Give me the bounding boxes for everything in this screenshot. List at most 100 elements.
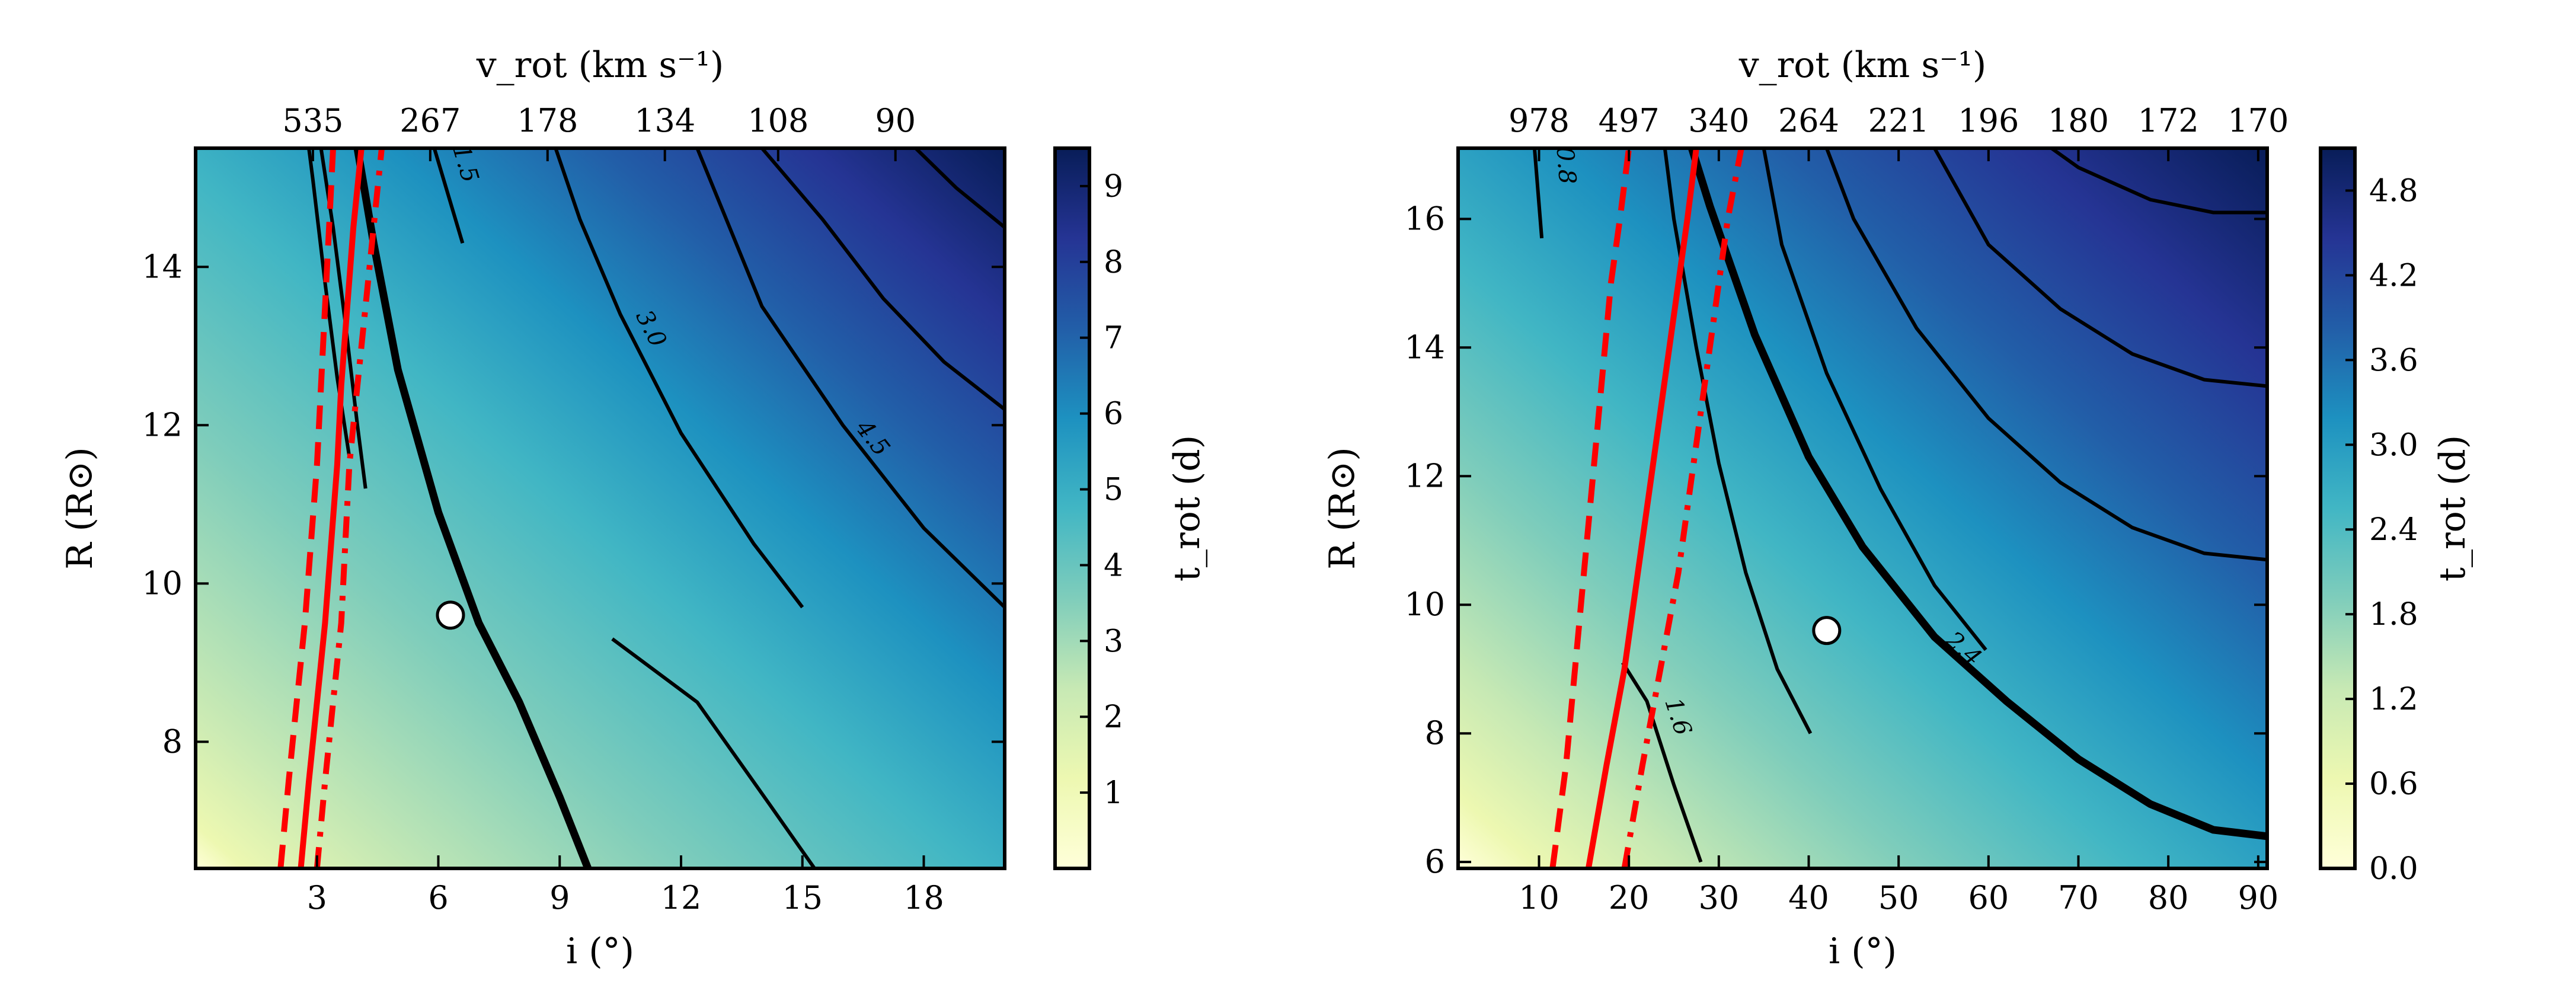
contour-line bbox=[2050, 148, 2267, 215]
colorbar-tick-label: 4.2 bbox=[2369, 258, 2418, 293]
colorbar-label: t_rot (d) bbox=[2432, 435, 2473, 582]
top-tick-label: 264 bbox=[1778, 102, 1839, 139]
contour-line bbox=[1824, 148, 2267, 562]
x-tick-label: 10 bbox=[1519, 879, 1559, 916]
x-tick-label: 90 bbox=[2238, 879, 2278, 916]
reference-point-marker bbox=[1812, 616, 1842, 646]
constraint-line-dashed bbox=[277, 148, 336, 868]
top-tick-label: 267 bbox=[399, 102, 461, 139]
top-tick-label: 340 bbox=[1688, 102, 1749, 139]
y-tick-label: 10 bbox=[142, 564, 183, 602]
colorbar-tick-label: 2 bbox=[1104, 699, 1123, 735]
y-axis-label: R (R⊙) bbox=[1322, 447, 1363, 570]
colorbar-tick-label: 0.0 bbox=[2369, 851, 2418, 887]
y-tick-label: 12 bbox=[1404, 457, 1445, 494]
x-tick-label: 40 bbox=[1788, 879, 1829, 916]
colorbar-tick-label: 3.6 bbox=[2369, 343, 2418, 378]
colorbar-tick-label: 1.8 bbox=[2369, 597, 2418, 632]
top-tick-label: 90 bbox=[875, 102, 916, 139]
y-axis-label: R (R⊙) bbox=[59, 447, 101, 570]
y-tick-label: 8 bbox=[1425, 714, 1445, 752]
colorbar-tick-label: 4 bbox=[1104, 548, 1123, 583]
reference-point-marker bbox=[436, 600, 465, 630]
contour-line bbox=[760, 148, 1005, 411]
constraint-line-dashdot bbox=[1621, 148, 1744, 868]
colorbar-tick-label: 3.0 bbox=[2369, 427, 2418, 463]
y-tick-label: 16 bbox=[1404, 200, 1445, 237]
contour-line bbox=[1688, 148, 2267, 841]
constraint-line-solid bbox=[298, 148, 365, 868]
top-tick-label: 221 bbox=[1868, 102, 1929, 139]
top-tick-label: 134 bbox=[634, 102, 695, 139]
contour-line bbox=[1933, 148, 2267, 388]
y-tick-label: 10 bbox=[1404, 586, 1445, 623]
contour-line bbox=[1532, 148, 1544, 239]
colorbar-tick-label: 4.8 bbox=[2369, 173, 2418, 209]
contour-line bbox=[611, 637, 816, 868]
panel-right: 0.81.62.4 10 20 30 40 50 60 70 80 90 6 8 10 12 14 16 978… bbox=[1322, 44, 2473, 972]
x-tick-label: 15 bbox=[782, 879, 823, 916]
colorbar-tick-label: 7 bbox=[1104, 321, 1123, 356]
x-tick-label: 50 bbox=[1878, 879, 1919, 916]
top-tick-label: 196 bbox=[1958, 102, 2019, 139]
heatmap-field bbox=[1458, 148, 2267, 868]
colorbar-tick-label: 1.2 bbox=[2369, 682, 2418, 717]
colorbar-tick-label: 5 bbox=[1104, 472, 1123, 508]
y-tick-label: 8 bbox=[162, 723, 183, 760]
contour-line bbox=[1621, 662, 1703, 863]
x-tick-label: 70 bbox=[2058, 879, 2099, 916]
top-tick-label: 978 bbox=[1508, 102, 1570, 139]
contour-line bbox=[353, 148, 592, 868]
contour-line bbox=[1762, 148, 1987, 651]
x-tick-label: 20 bbox=[1609, 879, 1650, 916]
x-tick-label: 9 bbox=[549, 879, 570, 916]
colorbar-label: t_rot (d) bbox=[1166, 435, 1208, 582]
contour-line bbox=[914, 148, 1005, 229]
x-tick-label: 30 bbox=[1698, 879, 1739, 916]
colorbar-frame bbox=[2319, 146, 2357, 870]
y-tick-label: 14 bbox=[142, 248, 183, 285]
colorbar-tick-label: 3 bbox=[1104, 624, 1123, 659]
top-tick-label: 180 bbox=[2048, 102, 2109, 139]
constraint-line-solid bbox=[1585, 148, 1699, 868]
x-axis-label: i (°) bbox=[566, 931, 634, 972]
colorbar-tick-label: 0.6 bbox=[2369, 766, 2418, 802]
colorbar-tick-label: 2.4 bbox=[2369, 512, 2418, 548]
plot-area: 0.81.62.4 bbox=[1532, 145, 2267, 868]
contour-line bbox=[1663, 148, 1813, 734]
top-axis-label: v_rot (km s⁻¹) bbox=[476, 44, 724, 86]
x-tick-label: 6 bbox=[428, 879, 448, 916]
x-tick-label: 3 bbox=[307, 879, 327, 916]
x-tick-label: 12 bbox=[661, 879, 702, 916]
colorbar-tick-label: 9 bbox=[1104, 169, 1123, 205]
y-tick-label: 12 bbox=[142, 406, 183, 443]
top-tick-label: 108 bbox=[747, 102, 808, 139]
contour-line bbox=[695, 148, 1005, 609]
contour-line bbox=[432, 148, 465, 244]
contour-line bbox=[554, 148, 804, 609]
colorbar-frame bbox=[1053, 146, 1091, 870]
colorbar-tick-label: 6 bbox=[1104, 397, 1123, 432]
x-tick-label: 80 bbox=[2148, 879, 2189, 916]
y-tick-label: 6 bbox=[1425, 843, 1445, 880]
colorbar bbox=[2321, 148, 2355, 868]
top-tick-label: 170 bbox=[2227, 102, 2289, 139]
x-tick-label: 18 bbox=[903, 879, 944, 916]
contour-label: 0.8 bbox=[1551, 145, 1581, 185]
heatmap-field bbox=[196, 148, 1005, 868]
plot-frame bbox=[1456, 146, 2269, 870]
top-tick-label: 172 bbox=[2138, 102, 2199, 139]
constraint-line-dashdot bbox=[314, 148, 385, 868]
colorbar-tick-label: 8 bbox=[1104, 245, 1123, 280]
top-tick-label: 535 bbox=[282, 102, 343, 139]
constraint-line-dashed bbox=[1549, 148, 1632, 868]
plot-frame bbox=[194, 146, 1006, 870]
x-tick-label: 60 bbox=[1968, 879, 2009, 916]
x-axis-label: i (°) bbox=[1829, 931, 1897, 972]
y-tick-label: 14 bbox=[1404, 328, 1445, 366]
colorbar bbox=[1055, 148, 1089, 868]
plot-area: 1.53.04.5 bbox=[277, 148, 1005, 868]
top-tick-label: 497 bbox=[1599, 102, 1660, 139]
